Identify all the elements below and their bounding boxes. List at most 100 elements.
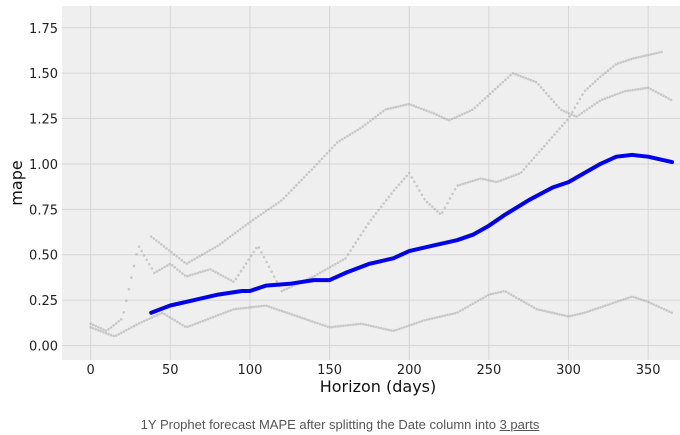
data-point xyxy=(644,54,648,57)
data-point xyxy=(580,111,584,115)
data-point xyxy=(195,256,199,259)
data-point xyxy=(318,271,322,275)
data-point xyxy=(548,139,551,142)
data-point xyxy=(568,314,572,318)
data-point xyxy=(486,178,490,182)
data-point xyxy=(186,325,189,329)
data-point xyxy=(384,198,388,202)
data-point xyxy=(606,96,609,100)
data-point xyxy=(578,113,581,117)
data-point xyxy=(328,265,332,269)
data-point xyxy=(492,292,495,295)
data-point xyxy=(244,262,248,265)
data-point xyxy=(173,319,177,322)
data-point xyxy=(575,115,579,118)
data-point xyxy=(479,298,482,301)
data-point xyxy=(158,312,161,316)
data-point xyxy=(621,298,625,301)
data-point xyxy=(654,90,658,94)
data-point xyxy=(451,312,454,316)
data-point xyxy=(386,107,390,111)
data-point xyxy=(527,303,531,307)
data-point xyxy=(165,247,168,250)
data-point xyxy=(285,311,289,315)
data-point xyxy=(147,262,151,266)
data-point xyxy=(91,323,95,327)
data-point xyxy=(539,86,543,89)
data-point xyxy=(140,320,143,324)
data-point xyxy=(154,239,158,242)
data-point xyxy=(328,149,331,152)
data-point xyxy=(491,90,494,93)
data-point xyxy=(149,235,153,238)
data-point xyxy=(397,183,401,186)
data-point xyxy=(341,258,345,262)
y-tick-label: 1.25 xyxy=(29,113,58,128)
data-point xyxy=(206,268,210,272)
data-point xyxy=(492,179,495,183)
data-point xyxy=(331,264,335,267)
data-point xyxy=(295,183,298,187)
data-point xyxy=(272,307,276,310)
data-point xyxy=(465,110,469,114)
data-point xyxy=(140,249,143,253)
data-point xyxy=(264,209,268,213)
data-point xyxy=(198,320,202,324)
data-point xyxy=(399,104,403,108)
data-point xyxy=(532,156,536,160)
data-point xyxy=(550,136,554,139)
data-point xyxy=(367,323,370,327)
data-point xyxy=(432,112,436,115)
data-point xyxy=(256,215,260,218)
data-point xyxy=(188,274,192,277)
data-point xyxy=(420,319,424,323)
data-point xyxy=(509,73,512,77)
data-point xyxy=(461,308,465,311)
x-tick-label: 350 xyxy=(636,363,661,378)
data-point xyxy=(341,137,344,141)
caption-link[interactable]: 3 parts xyxy=(499,417,540,432)
data-point xyxy=(247,306,250,309)
y-axis-label: mape xyxy=(7,160,26,205)
data-point xyxy=(542,88,545,92)
data-point xyxy=(162,245,166,248)
data-point xyxy=(400,180,403,184)
data-point xyxy=(269,206,273,209)
data-point xyxy=(474,178,477,182)
data-point xyxy=(471,108,474,112)
data-point xyxy=(216,244,219,248)
data-point xyxy=(629,89,632,92)
data-point xyxy=(624,297,628,300)
data-point xyxy=(366,121,370,125)
data-point xyxy=(604,71,607,75)
data-point xyxy=(420,193,424,197)
data-point xyxy=(443,206,447,210)
data-point xyxy=(445,118,449,121)
data-point xyxy=(107,332,110,336)
data-point xyxy=(109,333,113,337)
data-point xyxy=(267,305,271,308)
data-point xyxy=(542,144,546,148)
y-tick-label: 0.25 xyxy=(29,294,58,309)
data-point xyxy=(117,332,121,336)
y-tick-labels: 0.00 0.25 0.50 0.75 1.00 1.25 1.50 1.75 xyxy=(29,22,58,355)
data-point xyxy=(560,124,564,128)
data-point xyxy=(206,317,210,321)
data-point xyxy=(367,222,370,225)
data-point xyxy=(374,115,377,119)
data-point xyxy=(219,273,222,277)
x-tick-label: 0 xyxy=(87,363,95,378)
data-point xyxy=(626,89,630,93)
data-point xyxy=(359,233,363,237)
data-point xyxy=(514,173,518,177)
data-point xyxy=(362,229,365,233)
data-point xyxy=(183,274,187,277)
data-point xyxy=(325,152,329,155)
data-point xyxy=(604,304,607,307)
data-point xyxy=(147,317,151,321)
data-point xyxy=(316,273,319,276)
data-point xyxy=(204,269,207,272)
data-point xyxy=(242,306,245,310)
data-point xyxy=(504,78,507,82)
data-point xyxy=(318,322,322,326)
